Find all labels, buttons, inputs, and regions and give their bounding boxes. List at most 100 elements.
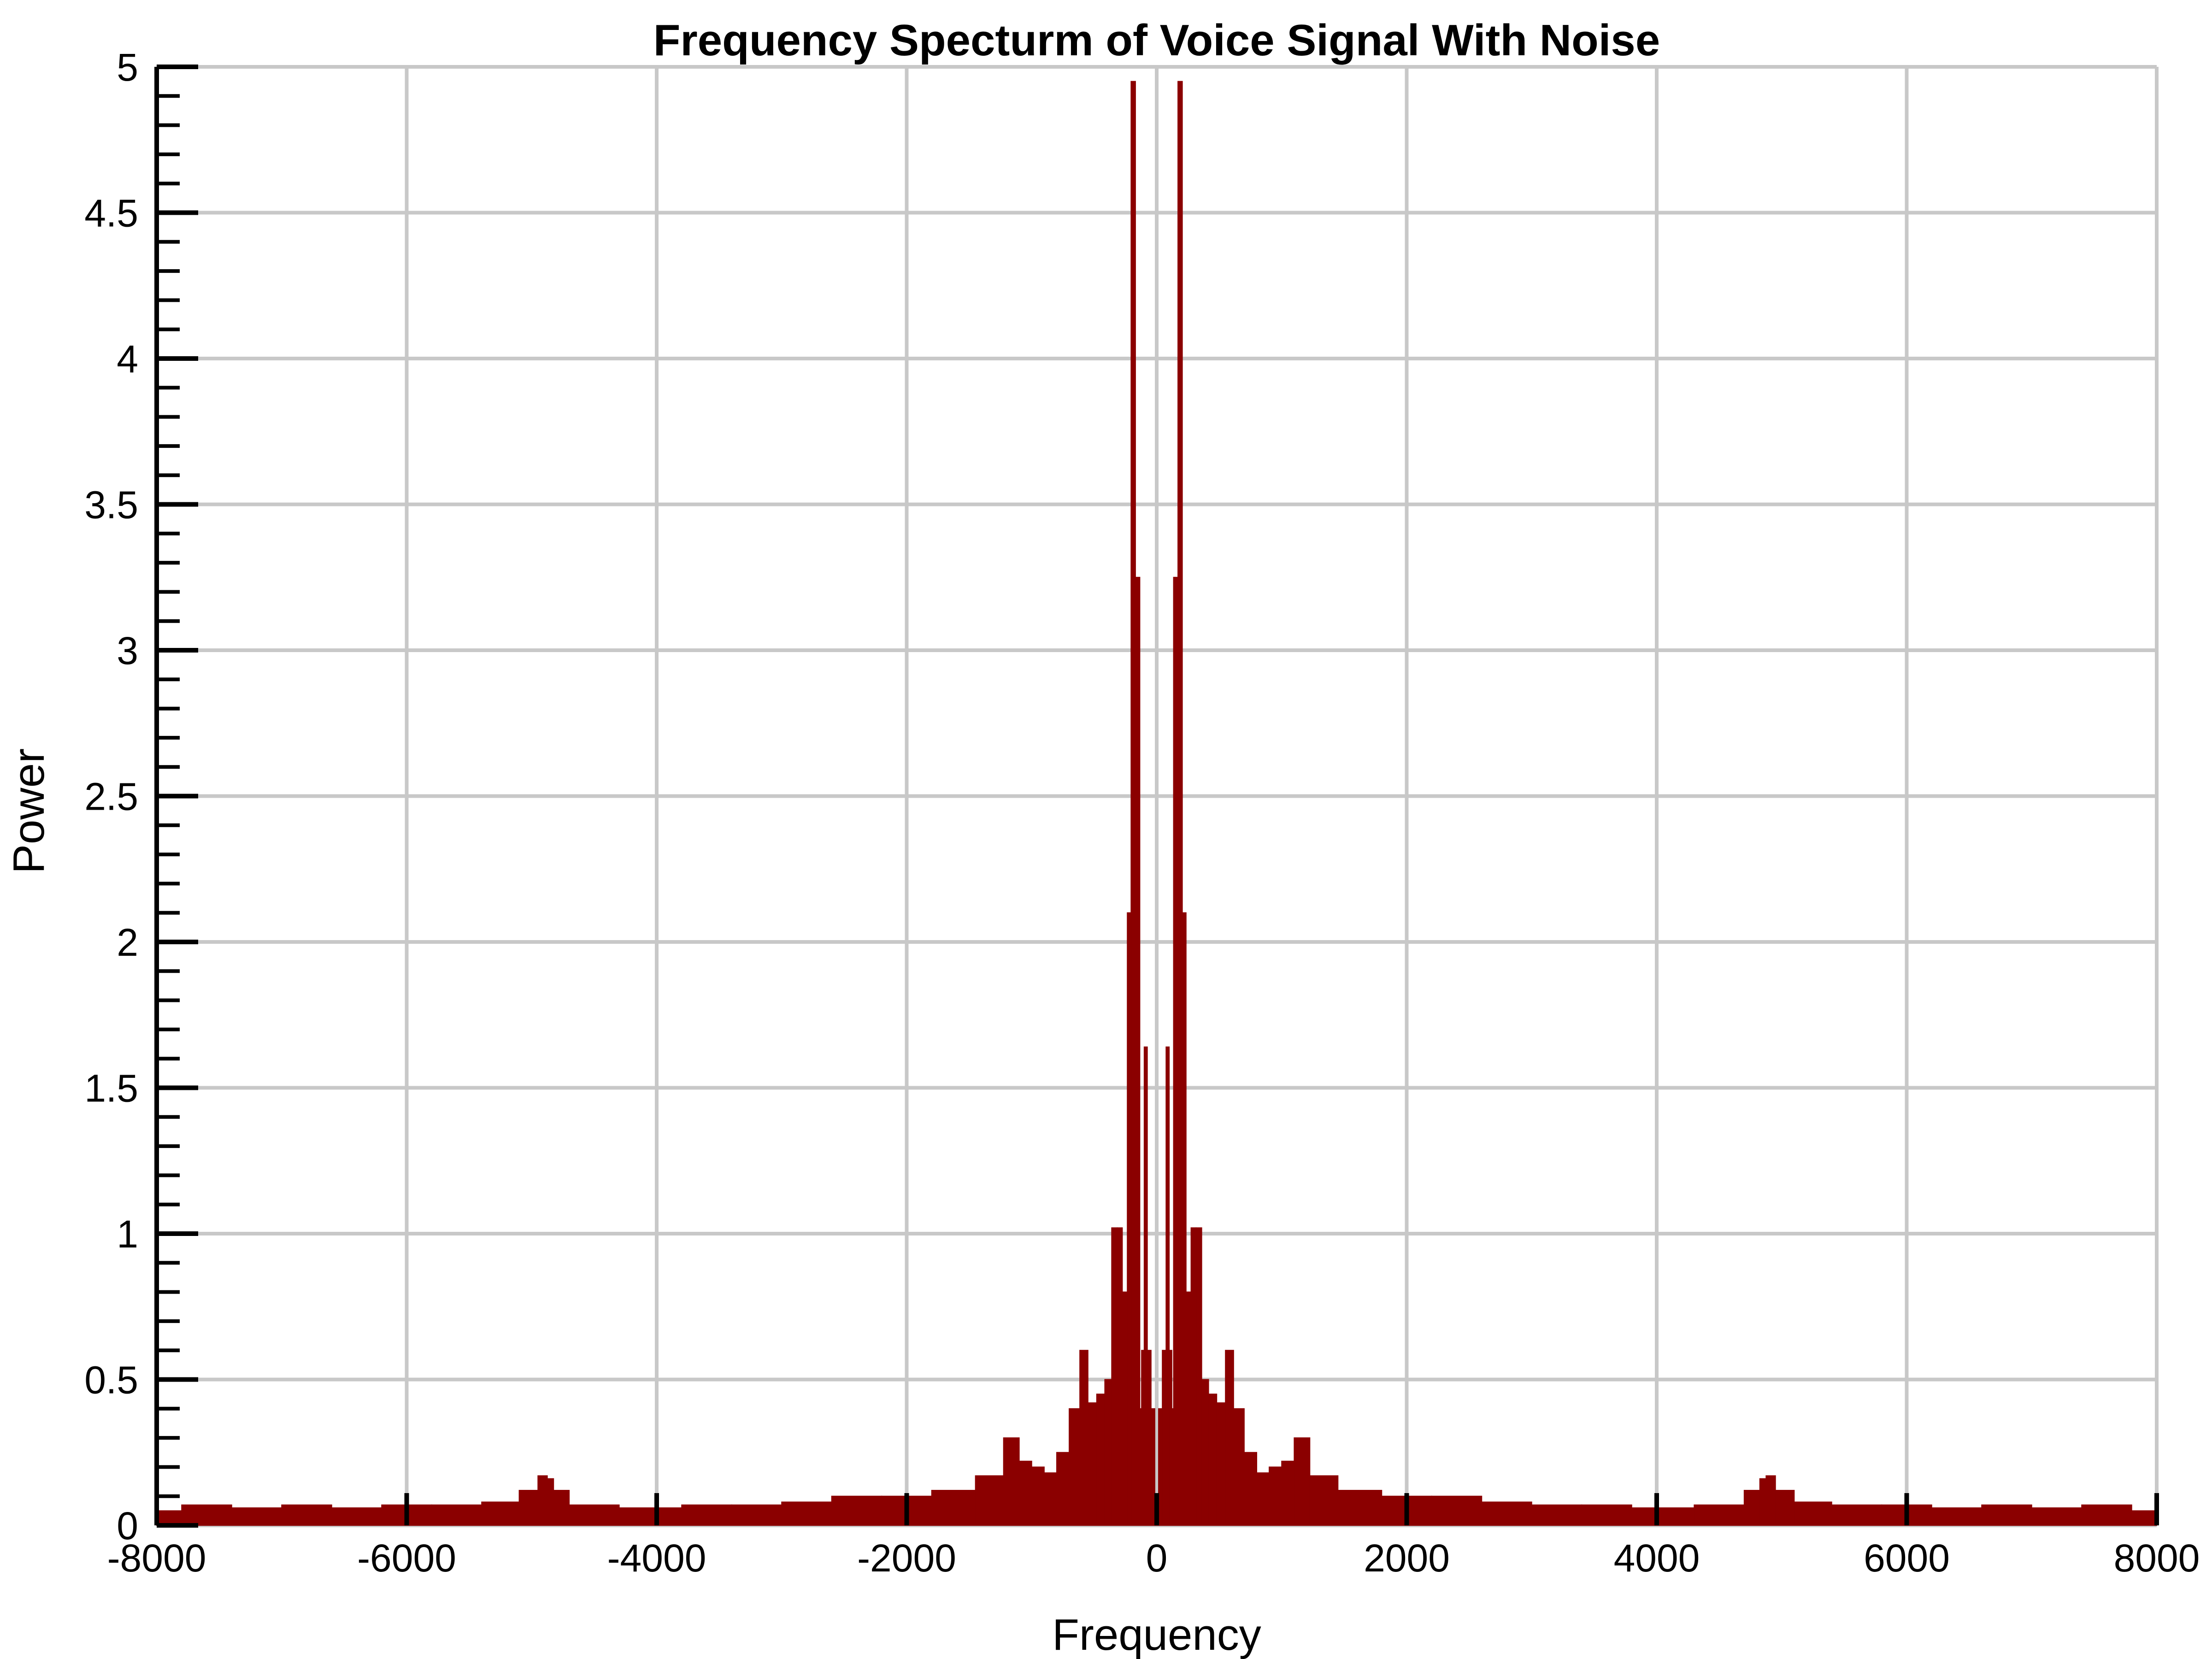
x-tick-label: 4000 bbox=[1614, 1536, 1700, 1580]
spectrum-bar bbox=[1743, 1490, 1760, 1526]
spectrum-bar bbox=[1018, 1460, 1032, 1526]
spectrum-bar bbox=[331, 1507, 382, 1526]
spectrum-bar bbox=[618, 1507, 682, 1526]
spectrum-bar bbox=[1127, 912, 1132, 1526]
spectrum-bar bbox=[1173, 577, 1179, 1526]
y-tick-label: 1 bbox=[117, 1212, 138, 1256]
y-tick-label: 3.5 bbox=[84, 483, 138, 527]
spectrum-bar bbox=[931, 1490, 976, 1526]
spectrum-bar bbox=[431, 1504, 482, 1526]
spectrum-bar bbox=[1143, 1046, 1148, 1526]
spectrum-bar bbox=[1794, 1501, 1832, 1526]
x-tick-label: 2000 bbox=[1364, 1536, 1450, 1580]
spectrum-bar bbox=[1130, 81, 1136, 1526]
spectrum-bar bbox=[1122, 1291, 1128, 1526]
spectrum-bar bbox=[1147, 1350, 1152, 1526]
spectrum-bar bbox=[1069, 1408, 1081, 1526]
spectrum-bar bbox=[1631, 1507, 1695, 1526]
y-axis-label: Power bbox=[4, 748, 53, 874]
spectrum-bar bbox=[1170, 1408, 1174, 1526]
spectrum-bar bbox=[1294, 1437, 1311, 1526]
spectrum-bar bbox=[1208, 1394, 1218, 1526]
spectrum-bar bbox=[731, 1504, 782, 1526]
y-tick-label: 0.5 bbox=[84, 1359, 138, 1402]
spectrum-bar bbox=[1337, 1490, 1382, 1526]
y-tick-label: 5 bbox=[117, 46, 138, 89]
spectrum-bar bbox=[518, 1490, 539, 1526]
y-tick-label: 4 bbox=[117, 337, 138, 381]
spectrum-bar bbox=[553, 1490, 570, 1526]
tick-labels: 0 0.5 1 1.5 2 2.5 3 3.5 4 4.5 5 -8000 -6000 -4000 -200… bbox=[84, 46, 2200, 1580]
spectrum-bar bbox=[1031, 1466, 1045, 1526]
spectrum-bar bbox=[1775, 1490, 1795, 1526]
spectrum-bars bbox=[156, 81, 2157, 1526]
y-tick-label: 1.5 bbox=[84, 1067, 138, 1110]
spectrum-bar bbox=[547, 1478, 554, 1526]
spectrum-bar bbox=[2081, 1504, 2132, 1526]
x-tick-label: 6000 bbox=[1864, 1536, 1950, 1580]
spectrum-bar bbox=[1117, 1227, 1123, 1526]
spectrum-bar bbox=[1165, 1046, 1170, 1526]
spectrum-bar bbox=[1531, 1504, 1583, 1526]
spectrum-bar bbox=[2031, 1507, 2083, 1526]
spectrum-bar bbox=[1765, 1475, 1776, 1526]
x-tick-label: -2000 bbox=[857, 1536, 956, 1580]
spectrum-bar bbox=[1256, 1472, 1270, 1526]
spectrum-bar bbox=[1177, 81, 1183, 1526]
spectrum-bar bbox=[1225, 1350, 1234, 1526]
y-tick-label: 0 bbox=[117, 1504, 138, 1547]
spectrum-bar bbox=[1581, 1504, 1632, 1526]
x-axis-label: Frequency bbox=[1052, 1610, 1261, 1659]
y-tick-label: 3 bbox=[117, 629, 138, 672]
spectrum-bar bbox=[1309, 1475, 1339, 1526]
y-tick-label: 2.5 bbox=[84, 775, 138, 818]
spectrum-bar bbox=[1003, 1437, 1020, 1526]
spectrum-bar bbox=[1162, 1350, 1167, 1526]
spectrum-bar bbox=[1481, 1501, 1532, 1526]
spectrum-bar bbox=[481, 1501, 520, 1526]
spectrum-bar bbox=[1216, 1402, 1226, 1526]
x-tick-label: -6000 bbox=[357, 1536, 456, 1580]
spectrum-bar bbox=[181, 1504, 232, 1526]
spectrum-bar bbox=[1931, 1507, 1983, 1526]
spectrum-bar bbox=[1281, 1460, 1295, 1526]
spectrum-bar bbox=[1269, 1466, 1282, 1526]
spectrum-bar bbox=[1150, 1408, 1155, 1526]
y-tick-label: 4.5 bbox=[84, 192, 138, 235]
chart-title: Frequency Specturm of Voice Signal With … bbox=[653, 16, 1660, 65]
spectrum-bar bbox=[1759, 1478, 1767, 1526]
spectrum-bar bbox=[1111, 1227, 1118, 1526]
spectrum-bar bbox=[1431, 1495, 1483, 1526]
x-tick-label: -8000 bbox=[107, 1536, 206, 1580]
spectrum-bar bbox=[831, 1495, 882, 1526]
spectrum-bar bbox=[975, 1475, 1004, 1526]
spectrum-bar bbox=[681, 1504, 732, 1526]
spectrum-bar bbox=[537, 1475, 548, 1526]
spectrum-bar bbox=[1043, 1472, 1057, 1526]
spectrum-bar bbox=[1182, 912, 1187, 1526]
x-tick-label: -4000 bbox=[607, 1536, 706, 1580]
axes bbox=[154, 65, 2159, 1528]
x-tick-label: 0 bbox=[1146, 1536, 1168, 1580]
x-tick-label: 8000 bbox=[2114, 1536, 2200, 1580]
spectrum-bar bbox=[569, 1504, 620, 1526]
spectrum-bar bbox=[1158, 1408, 1163, 1526]
y-tick-label: 2 bbox=[117, 921, 138, 964]
spectrum-bar bbox=[1694, 1504, 1745, 1526]
spectrum-bar bbox=[781, 1501, 832, 1526]
spectrum-bar bbox=[1104, 1379, 1112, 1526]
spectrum-bar bbox=[1981, 1504, 2032, 1526]
spectrum-bar bbox=[231, 1507, 282, 1526]
spectrum-bar bbox=[1087, 1402, 1097, 1526]
spectrum-bar bbox=[1233, 1408, 1245, 1526]
spectrum-bar bbox=[1096, 1394, 1106, 1526]
spectrum-bar bbox=[1185, 1291, 1192, 1526]
spectrum-bar bbox=[1243, 1452, 1257, 1526]
spectrum-bar bbox=[1195, 1227, 1202, 1526]
spectrum-bar bbox=[1201, 1379, 1209, 1526]
spectrum-bar bbox=[1056, 1452, 1070, 1526]
spectrum-bar bbox=[1079, 1350, 1088, 1526]
spectrum-bar bbox=[2131, 1510, 2157, 1526]
spectrum-bar bbox=[1831, 1504, 1883, 1526]
